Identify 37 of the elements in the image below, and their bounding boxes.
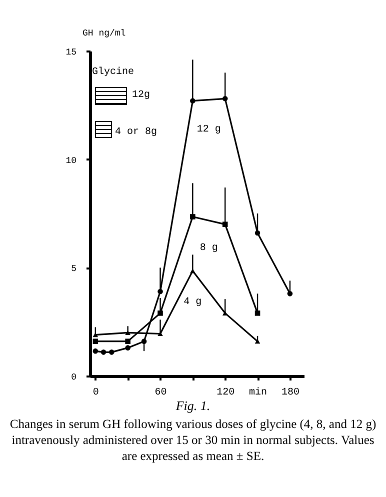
y-axis-title: GH ng/ml (82, 28, 126, 38)
point (92, 338, 98, 344)
annotation: Glycine (92, 67, 134, 78)
series-label: 12 g (196, 124, 221, 136)
text: Changes in serum GH following various doses of glycine (4, 8, and 12 g) intravenously administered over 15 or 30 min in normal subjects. Values are expressed as mean ± SE. (8, 416, 378, 464)
x-tick-label: 180 (281, 388, 300, 398)
point (100, 350, 106, 355)
series-label: 8 g (200, 242, 218, 254)
point (254, 339, 260, 344)
y-tick-label: 15 (66, 48, 76, 58)
point (190, 98, 196, 104)
point (125, 345, 130, 350)
point (92, 332, 98, 338)
point (158, 288, 163, 294)
point (108, 350, 114, 355)
y-tick-label: 10 (66, 156, 76, 166)
point (190, 268, 196, 274)
y-tick-label: 0 (71, 372, 76, 382)
point (125, 338, 130, 344)
annotation: 4 or 8g (115, 127, 158, 138)
x-tick-label: min (249, 386, 268, 398)
x-tick-label: 120 (216, 388, 235, 398)
point (141, 338, 147, 344)
point (287, 291, 293, 296)
text: Fig. 1. (174, 398, 212, 414)
point (222, 96, 228, 102)
point (190, 214, 196, 220)
y-tick-label: 5 (71, 264, 76, 274)
point (254, 230, 260, 236)
x-tick-label: 60 (154, 388, 167, 398)
series-label: 4 g (184, 296, 202, 308)
point (92, 348, 98, 354)
point (222, 222, 228, 227)
point (158, 310, 163, 316)
point (254, 310, 260, 316)
annotation: 12g (132, 90, 150, 101)
x-tick-label: 0 (92, 388, 99, 398)
